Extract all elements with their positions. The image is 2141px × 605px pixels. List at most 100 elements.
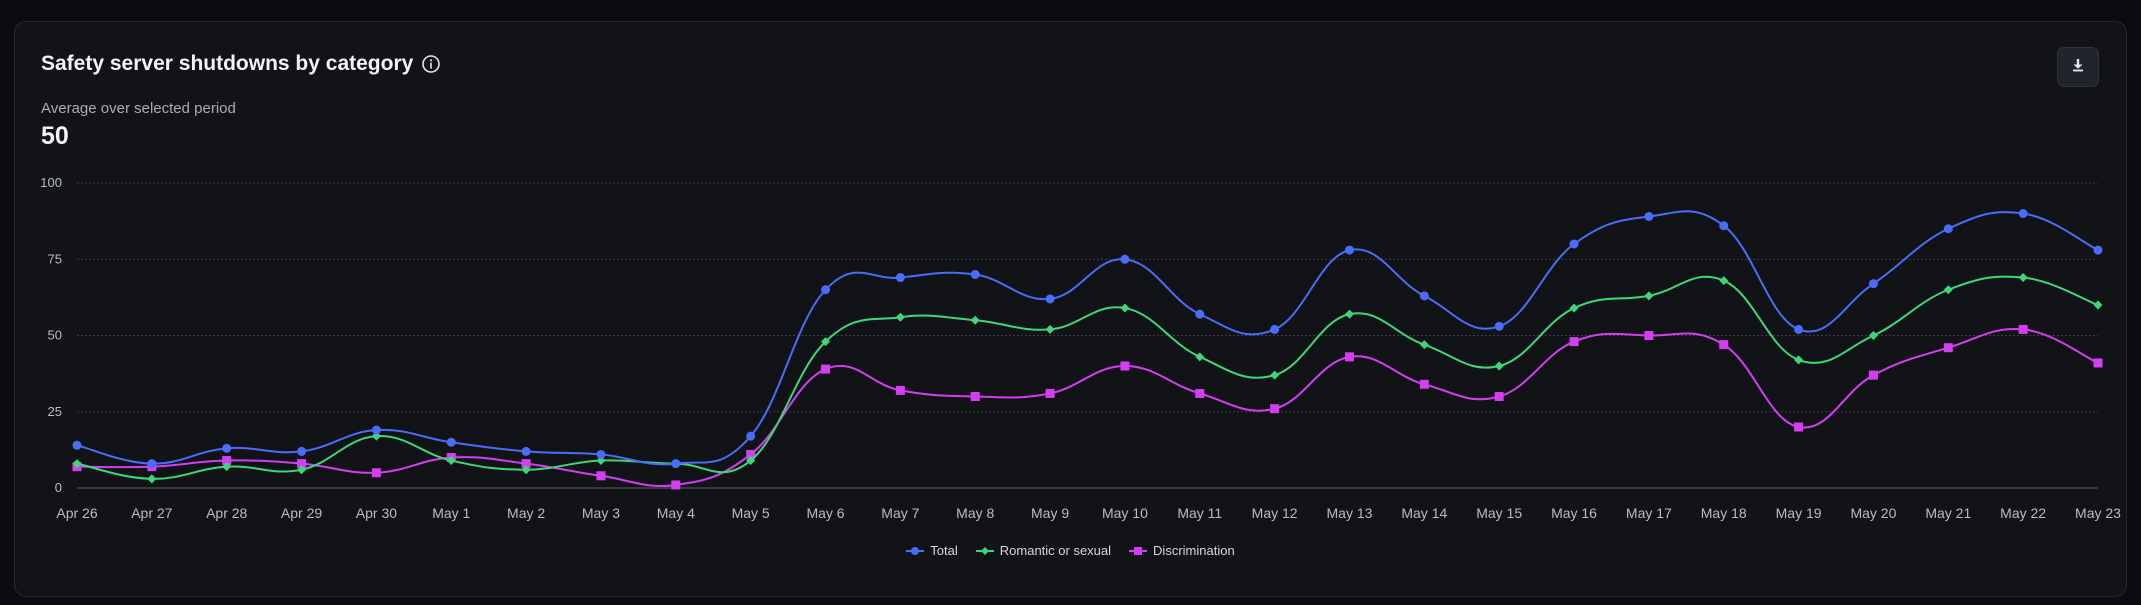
- data-point-romantic-or-sexual: [1120, 303, 1130, 313]
- data-point-total: [1494, 321, 1504, 331]
- data-point-discrimination: [521, 459, 531, 469]
- y-tick-label: 50: [48, 328, 62, 343]
- data-point-discrimination: [671, 480, 681, 490]
- data-point-romantic-or-sexual: [1569, 303, 1579, 313]
- legend-label: Discrimination: [1153, 543, 1235, 558]
- chart-card: [14, 21, 2127, 597]
- x-tick-label: May 19: [1776, 505, 1822, 521]
- chart-subtitle: Average over selected period: [41, 100, 236, 117]
- chart-header: Safety server shutdowns by category: [41, 52, 441, 76]
- x-tick-label: May 8: [956, 505, 994, 521]
- x-tick-label: May 3: [582, 505, 620, 521]
- data-point-romantic-or-sexual: [1344, 309, 1354, 319]
- data-point-discrimination: [746, 449, 756, 459]
- data-point-romantic-or-sexual: [446, 456, 456, 466]
- x-tick-label: May 1: [432, 505, 470, 521]
- data-point-total: [72, 440, 82, 450]
- data-point-romantic-or-sexual: [2018, 273, 2028, 283]
- x-tick-label: May 22: [2000, 505, 2046, 521]
- x-tick-label: May 23: [2075, 505, 2121, 521]
- y-tick-label: 0: [55, 480, 62, 495]
- data-point-total: [1794, 324, 1804, 334]
- data-point-discrimination: [1195, 388, 1205, 398]
- x-tick-label: May 6: [806, 505, 844, 521]
- data-point-discrimination: [1794, 422, 1804, 432]
- data-point-total: [895, 273, 905, 283]
- data-point-discrimination: [1868, 370, 1878, 380]
- x-tick-label: May 17: [1626, 505, 1672, 521]
- x-tick-label: May 11: [1177, 505, 1222, 521]
- series-line-discrimination: [76, 327, 2099, 488]
- data-point-discrimination: [371, 468, 381, 478]
- data-point-total: [1569, 239, 1579, 249]
- data-point-discrimination: [2018, 324, 2028, 334]
- data-point-romantic-or-sexual: [746, 456, 756, 466]
- data-point-total: [1344, 245, 1354, 255]
- data-point-romantic-or-sexual: [1494, 361, 1504, 371]
- x-tick-label: May 9: [1031, 505, 1069, 521]
- data-point-total: [297, 446, 307, 456]
- x-tick-label: May 5: [732, 505, 770, 521]
- data-point-total: [1943, 224, 1953, 234]
- data-point-total: [1419, 291, 1429, 301]
- data-point-discrimination: [821, 364, 831, 374]
- x-tick-label: Apr 29: [281, 505, 322, 521]
- data-point-discrimination: [1719, 340, 1729, 350]
- x-tick-label: May 10: [1102, 505, 1148, 521]
- chart-legend: Total Romantic or sexual Discrimination: [0, 543, 2141, 558]
- data-point-total: [746, 431, 756, 441]
- data-point-discrimination: [1943, 343, 1953, 353]
- data-point-total: [2018, 209, 2028, 218]
- data-point-discrimination: [1494, 392, 1504, 401]
- data-point-romantic-or-sexual: [72, 459, 82, 469]
- data-point-total: [596, 449, 606, 459]
- data-point-total: [1045, 294, 1055, 304]
- data-point-romantic-or-sexual: [147, 474, 157, 484]
- data-point-discrimination: [1419, 379, 1429, 389]
- legend-item-discrimination[interactable]: Discrimination: [1129, 543, 1235, 558]
- x-tick-label: May 16: [1551, 505, 1597, 521]
- data-point-discrimination: [1644, 331, 1654, 340]
- x-tick-label: Apr 26: [56, 505, 97, 521]
- legend-item-total[interactable]: Total: [906, 543, 958, 558]
- x-tick-label: May 20: [1850, 505, 1896, 521]
- data-point-romantic-or-sexual: [1794, 355, 1804, 365]
- data-point-romantic-or-sexual: [821, 337, 831, 347]
- data-point-total: [1644, 212, 1654, 222]
- legend-item-romantic-or-sexual[interactable]: Romantic or sexual: [975, 543, 1111, 558]
- data-point-total: [1719, 221, 1729, 231]
- info-circle-icon[interactable]: [421, 54, 441, 74]
- legend-swatch-romantic-or-sexual: [975, 546, 994, 555]
- data-point-romantic-or-sexual: [1045, 324, 1055, 334]
- data-point-discrimination: [1569, 337, 1579, 347]
- data-point-total: [371, 425, 381, 435]
- data-point-romantic-or-sexual: [970, 315, 980, 325]
- data-point-discrimination: [1270, 404, 1280, 414]
- data-point-romantic-or-sexual: [1195, 352, 1205, 362]
- data-point-romantic-or-sexual: [1943, 285, 1953, 295]
- data-point-total: [671, 459, 681, 469]
- y-tick-label: 75: [48, 251, 62, 266]
- data-point-romantic-or-sexual: [1419, 340, 1429, 350]
- x-tick-label: May 12: [1252, 505, 1298, 521]
- x-tick-label: May 15: [1476, 505, 1522, 521]
- data-point-romantic-or-sexual: [1719, 276, 1729, 286]
- legend-swatch-total: [906, 546, 925, 555]
- data-point-romantic-or-sexual: [2093, 300, 2103, 310]
- x-tick-label: May 18: [1701, 505, 1747, 521]
- data-point-total: [1120, 254, 1130, 264]
- download-button[interactable]: [2057, 47, 2099, 87]
- x-tick-label: May 14: [1401, 505, 1447, 521]
- data-point-romantic-or-sexual: [1868, 331, 1878, 340]
- x-tick-label: May 13: [1327, 505, 1373, 521]
- data-point-discrimination: [2093, 358, 2103, 368]
- data-point-discrimination: [297, 459, 307, 469]
- data-point-romantic-or-sexual: [895, 312, 905, 322]
- data-point-romantic-or-sexual: [1270, 370, 1280, 380]
- data-point-total: [821, 285, 831, 295]
- data-point-total: [1195, 309, 1205, 319]
- x-tick-label: May 4: [657, 505, 695, 521]
- data-point-discrimination: [895, 385, 905, 395]
- data-point-discrimination: [1120, 361, 1130, 371]
